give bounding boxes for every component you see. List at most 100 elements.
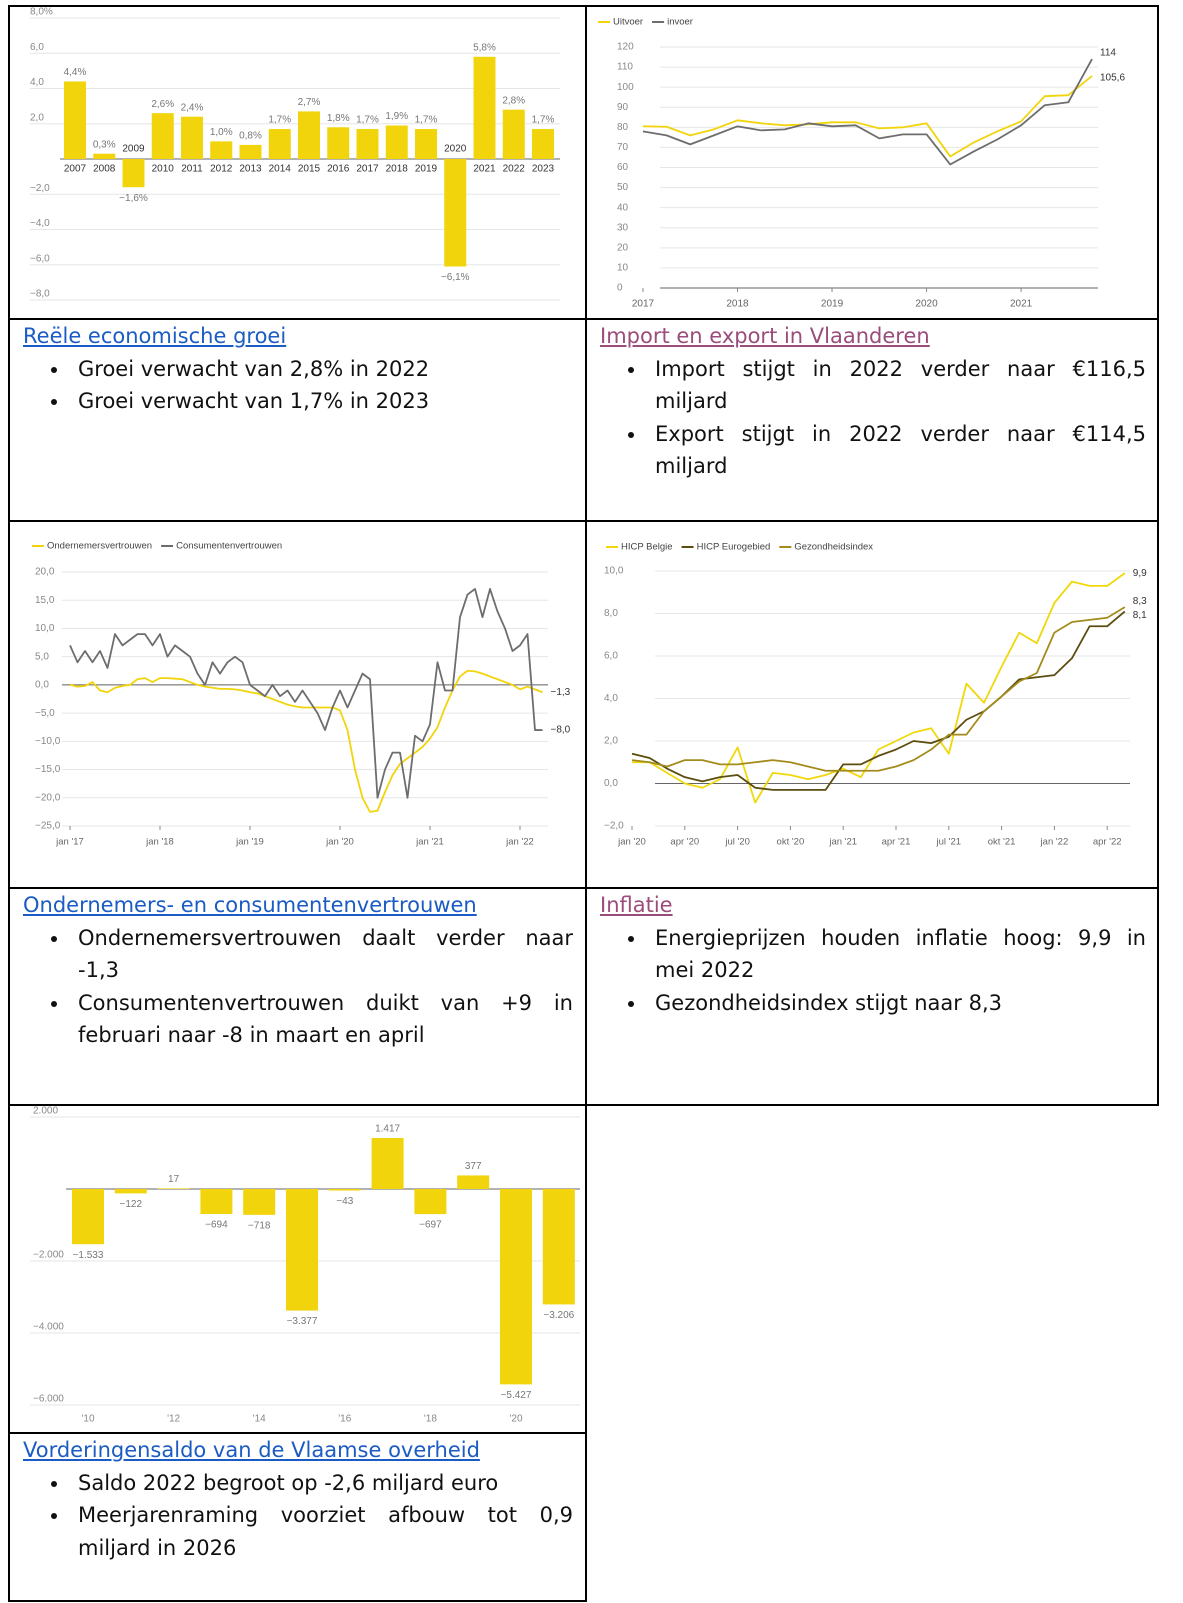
bullet: Ondernemersvertrouwen daalt verder naar …	[70, 922, 573, 987]
line-series	[642, 58, 1093, 166]
bar	[502, 109, 525, 159]
y-tick-label: 4,0	[30, 77, 44, 88]
data-label: 1,7%	[532, 115, 555, 126]
x-tick-label: '14	[253, 1414, 266, 1425]
bullet-list: Import stijgt in 2022 verder naar €116,5…	[600, 353, 1146, 483]
x-tick-label: jul '20	[724, 837, 750, 848]
x-tick-label: jul '21	[936, 837, 962, 848]
bar	[457, 1175, 490, 1189]
bullet: Meerjarenraming voorziet afbouw tot 0,9 …	[70, 1499, 573, 1564]
x-tick-label: 2007	[64, 164, 87, 175]
x-tick-label: jan '20	[617, 837, 646, 848]
data-label: −1.533	[73, 1250, 104, 1261]
end-label: −8,0	[551, 725, 571, 736]
end-label: 114	[1100, 48, 1116, 59]
border	[8, 1600, 586, 1602]
section-heading[interactable]: Inflatie	[600, 893, 673, 917]
y-tick-label: 20	[617, 242, 629, 253]
data-label: 1,9%	[385, 111, 408, 122]
y-tick-label: 110	[617, 62, 633, 73]
border	[8, 1432, 586, 1434]
border	[8, 318, 1159, 320]
bar	[356, 129, 379, 159]
bar	[114, 1189, 147, 1194]
bar	[268, 129, 291, 159]
x-tick-label: apr '22	[1093, 837, 1122, 848]
data-label: −697	[419, 1220, 442, 1231]
section: Ondernemers- en consumentenvertrouwen On…	[8, 887, 585, 1052]
x-tick-label: 2016	[327, 164, 350, 175]
data-label: 2,8%	[502, 95, 525, 106]
border	[8, 887, 1159, 889]
y-tick-label: 100	[617, 82, 634, 93]
data-label: −1,6%	[119, 193, 148, 204]
x-tick-label: '10	[81, 1414, 94, 1425]
x-tick-label: jan '17	[55, 837, 84, 848]
x-tick-label: 2010	[152, 164, 175, 175]
legend-label: invoer	[667, 17, 693, 28]
bar	[444, 159, 467, 267]
end-label: 105,6	[1100, 73, 1125, 84]
x-tick-label: 2014	[269, 164, 292, 175]
data-label: −694	[205, 1220, 228, 1231]
y-tick-label: 2,0	[604, 736, 618, 747]
y-tick-label: 15,0	[35, 595, 55, 606]
bar	[500, 1189, 532, 1385]
x-tick-label: okt '20	[777, 837, 805, 848]
section-heading[interactable]: Vorderingensaldo van de Vlaamse overheid	[23, 1438, 480, 1462]
x-tick-label: jan '20	[325, 837, 354, 848]
data-label: −3.377	[287, 1316, 318, 1327]
border	[8, 5, 1159, 7]
bar	[327, 127, 350, 159]
section: Vorderingensaldo van de Vlaamse overheid…	[8, 1432, 585, 1564]
y-tick-label: 10	[617, 263, 629, 274]
x-tick-label: 2008	[93, 164, 116, 175]
y-tick-label: 10,0	[35, 623, 55, 634]
bullet: Import stijgt in 2022 verder naar €116,5…	[647, 353, 1146, 418]
y-tick-label: 6,0	[30, 42, 44, 53]
bullet-list: Groei verwacht van 2,8% in 2022 Groei ve…	[23, 353, 573, 418]
x-tick-label: jan '21	[828, 837, 857, 848]
x-tick-label: 2018	[726, 299, 749, 310]
bar	[298, 111, 320, 159]
data-label: 5,8%	[473, 42, 496, 53]
section-heading[interactable]: Reële economische groei	[23, 324, 287, 348]
bar	[542, 1189, 575, 1305]
y-tick-label: 0	[617, 283, 623, 294]
y-tick-label: −15,0	[35, 764, 61, 775]
bar	[93, 153, 116, 159]
x-tick-label: 2018	[386, 164, 409, 175]
y-tick-label: 60	[617, 162, 629, 173]
x-tick-label: 2015	[298, 164, 321, 175]
y-tick-label: 0,0	[35, 680, 49, 691]
section-heading[interactable]: Import en export in Vlaanderen	[600, 324, 930, 348]
bullet: Energieprijzen houden inflatie hoog: 9,9…	[647, 922, 1146, 987]
y-tick-label: 20,0	[35, 567, 55, 578]
data-label: 17	[168, 1174, 180, 1185]
x-tick-label: jan '18	[145, 837, 174, 848]
bar	[64, 81, 86, 159]
data-label: −718	[248, 1220, 271, 1231]
line-series	[642, 75, 1093, 158]
data-label: −3.206	[543, 1310, 574, 1321]
bar	[415, 129, 437, 159]
line-series	[631, 606, 1126, 772]
y-tick-label: −20,0	[35, 792, 61, 803]
data-label: 1,7%	[415, 115, 438, 126]
line-series	[69, 669, 543, 813]
y-tick-label: 8,0	[604, 608, 618, 619]
bar	[151, 113, 174, 159]
x-tick-label: 2023	[532, 164, 555, 175]
legend-label: Uitvoer	[613, 17, 643, 28]
legend-label: HICP Eurogebied	[697, 542, 771, 553]
x-tick-label: jan '22	[1040, 837, 1069, 848]
x-tick-label: jan '22	[505, 837, 534, 848]
section-heading[interactable]: Ondernemers- en consumentenvertrouwen	[23, 893, 477, 917]
data-label: 377	[465, 1161, 482, 1172]
y-tick-label: 8,0%	[30, 7, 53, 18]
y-tick-label: −25,0	[35, 821, 61, 832]
legend-label: Consumentenvertrouwen	[176, 541, 282, 552]
x-tick-label: 2020	[915, 299, 938, 310]
border	[1157, 5, 1159, 1106]
